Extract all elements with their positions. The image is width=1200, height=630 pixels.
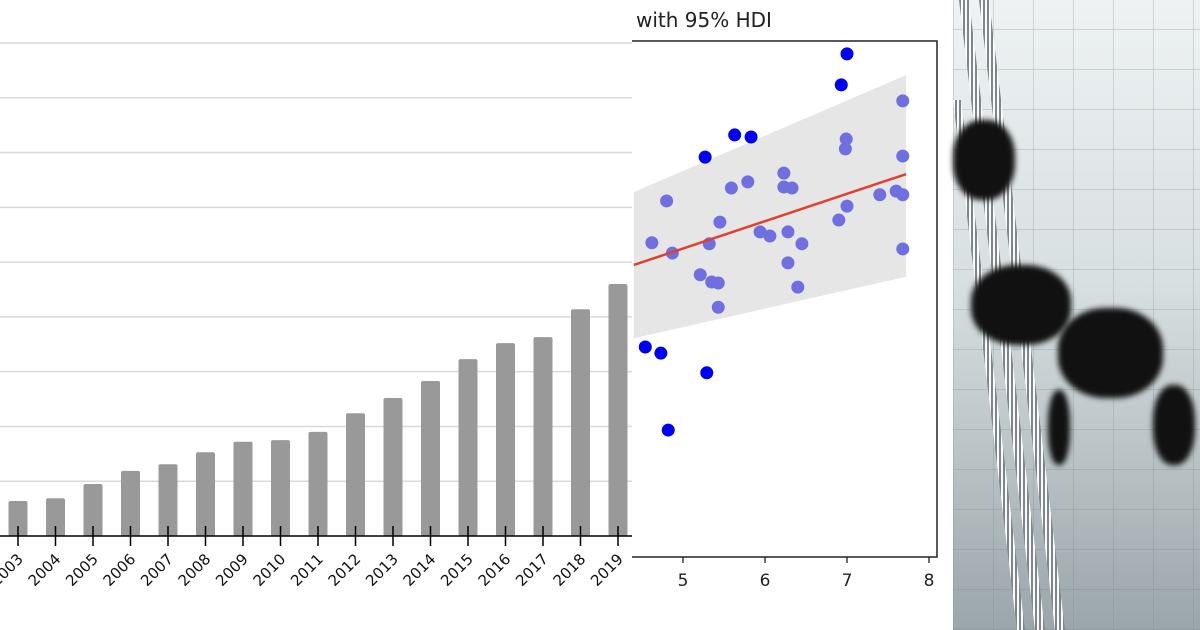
x-tick-label: 8 — [924, 571, 935, 591]
x-tick-label: 2015 — [437, 550, 477, 590]
x-tick-label: 2003 — [0, 550, 27, 590]
scatter-point-inside — [763, 229, 777, 243]
scatter-point-inside — [711, 276, 725, 290]
person-leg — [1048, 390, 1070, 465]
scatter-chart: with 95% HDI 5 6 7 8 — [632, 8, 938, 591]
scatter-point-inside — [791, 280, 805, 294]
scatter-point-outside — [661, 423, 675, 437]
bar-2004 — [46, 498, 65, 536]
x-tick-label: 2017 — [512, 550, 552, 590]
scatter-point-inside — [741, 175, 755, 189]
x-tick-label: 2010 — [250, 550, 290, 590]
scatter-point-inside — [896, 188, 910, 202]
person-silhouette — [1153, 385, 1195, 465]
scatter-point-outside — [638, 340, 652, 354]
x-tick-label: 7 — [842, 571, 853, 591]
person-silhouette — [971, 265, 1071, 345]
x-tick-label: 2016 — [475, 550, 515, 590]
x-tick-label: 2006 — [100, 550, 140, 590]
scatter-point-outside — [698, 150, 712, 164]
scatter-point-inside — [795, 237, 809, 251]
x-tick-label: 2012 — [325, 550, 365, 590]
person-silhouette — [1058, 308, 1163, 398]
scatter-point-inside — [693, 268, 707, 282]
bar-2017 — [533, 337, 553, 536]
x-tick-label: 2004 — [25, 550, 65, 590]
floor-rail — [953, 100, 1025, 630]
x-tick-label: 2018 — [550, 550, 590, 590]
bar-2007 — [158, 464, 178, 536]
bar-2015 — [458, 359, 478, 536]
scatter-point-inside — [840, 199, 854, 213]
bar-2011 — [308, 431, 328, 536]
x-tick-label: 2008 — [175, 550, 215, 590]
scatter-point-outside — [654, 346, 668, 360]
scatter-point-inside — [660, 194, 674, 208]
x-tick-label: 2009 — [212, 550, 252, 590]
scatter-point-outside — [728, 128, 742, 142]
scatter-point-outside — [840, 47, 854, 61]
scatter-point-inside — [724, 181, 738, 195]
bar-2014 — [421, 380, 440, 536]
bar-2005 — [83, 483, 103, 536]
scatter-point-inside — [896, 242, 910, 256]
scatter-point-inside — [645, 236, 659, 250]
scatter-point-inside — [832, 213, 846, 227]
scatter-point-outside — [744, 130, 758, 144]
bar-2019 — [608, 284, 628, 536]
x-tick-label: 2019 — [587, 550, 627, 590]
scatter-point-inside — [753, 225, 767, 239]
bar-2003 — [8, 500, 28, 536]
plot-frame — [632, 40, 938, 558]
scatter-point-inside — [713, 215, 727, 229]
person-silhouette — [953, 120, 1015, 200]
scatter-point-inside — [873, 188, 887, 202]
bar-2006 — [121, 470, 140, 536]
bar-2009 — [233, 441, 253, 536]
scatter-title: with 95% HDI — [636, 8, 772, 32]
x-tick-label: 6 — [760, 571, 771, 591]
scatter-point-inside — [896, 149, 910, 163]
regression-line — [633, 172, 907, 267]
scatter-point-inside — [839, 132, 853, 146]
scatter-point-inside — [896, 94, 910, 108]
scatter-point-inside — [838, 142, 852, 156]
x-tick-label: 5 — [678, 571, 689, 591]
bar-2008 — [196, 452, 215, 536]
x-tick-label: 2013 — [362, 550, 402, 590]
hdi-band — [633, 75, 907, 339]
x-tick-label: 2005 — [62, 550, 102, 590]
scatter-point-inside — [711, 300, 725, 314]
scatter-point-outside — [834, 78, 848, 92]
x-tick-label: 2011 — [287, 550, 327, 590]
bar-chart: 2003200420052006200720082009201020112012… — [0, 42, 632, 590]
scatter-point-outside — [700, 366, 714, 380]
x-tick-label: 2014 — [400, 550, 440, 590]
scatter-point-inside — [781, 225, 795, 239]
bar-2016 — [496, 343, 515, 536]
scatter-point-inside — [777, 166, 791, 180]
bar-2013 — [383, 397, 403, 536]
scatter-point-inside — [781, 256, 795, 270]
x-tick-label: 2007 — [137, 550, 177, 590]
bar-2018 — [571, 309, 590, 536]
bar-2010 — [271, 440, 290, 536]
scatter-point-inside — [785, 181, 799, 195]
people-walking-photo — [953, 0, 1200, 630]
bar-2012 — [346, 413, 365, 536]
